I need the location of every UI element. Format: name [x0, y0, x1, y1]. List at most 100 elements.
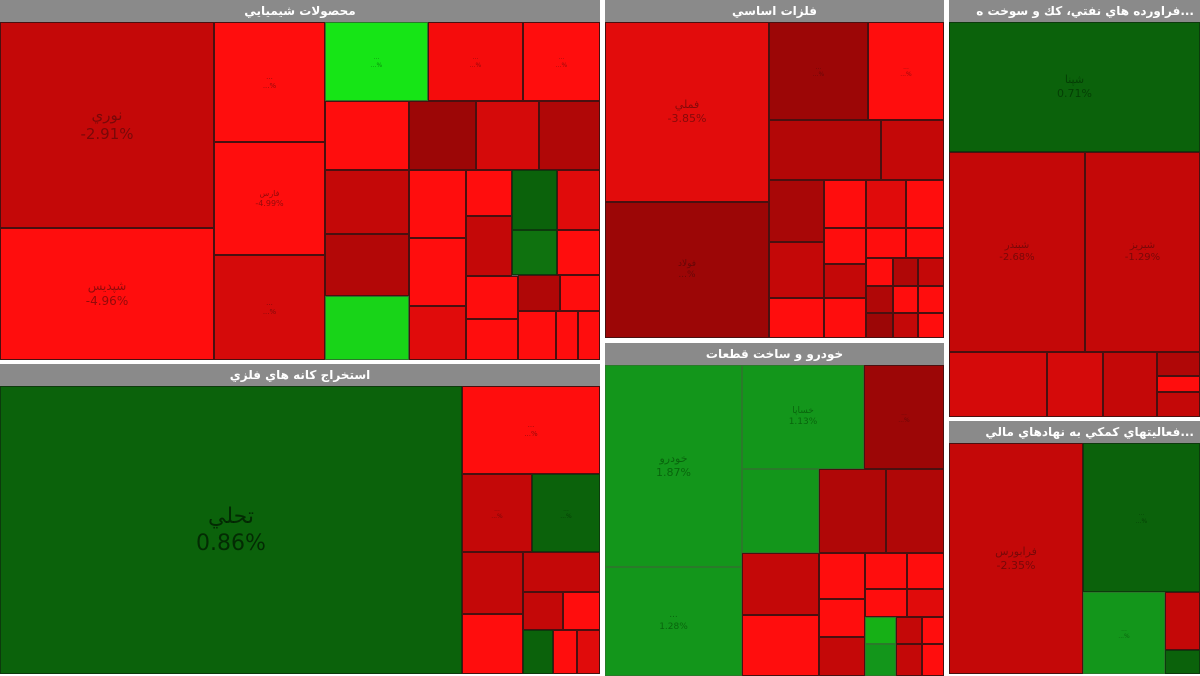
stock-tile[interactable] — [466, 276, 518, 319]
stock-tile[interactable] — [824, 228, 866, 264]
stock-tile[interactable] — [896, 617, 922, 644]
stock-tile[interactable] — [824, 298, 866, 338]
stock-tile[interactable] — [325, 234, 409, 296]
stock-tile[interactable] — [325, 101, 409, 170]
stock-tile[interactable] — [907, 553, 944, 589]
stock-tile[interactable] — [866, 258, 893, 286]
stock-tile[interactable] — [819, 553, 865, 599]
stock-tile[interactable] — [865, 617, 896, 644]
stock-tile[interactable] — [518, 275, 560, 311]
stock-tile[interactable] — [409, 101, 476, 170]
stock-tile[interactable] — [553, 630, 577, 674]
stock-tile-tahli[interactable]: تحلي 0.86% — [0, 386, 462, 674]
stock-tile[interactable] — [466, 216, 512, 276]
stock-tile[interactable] — [325, 296, 409, 360]
stock-tile[interactable] — [1047, 352, 1103, 417]
stock-tile[interactable] — [523, 552, 600, 592]
stock-tile[interactable] — [409, 306, 466, 360]
stock-tile[interactable] — [824, 180, 866, 228]
stock-tile[interactable] — [518, 311, 556, 360]
stock-tile[interactable] — [769, 298, 824, 338]
stock-tile-shepdis[interactable]: شپديس -4.96% — [0, 228, 214, 360]
stock-tile[interactable] — [563, 592, 600, 630]
stock-tile[interactable]: ... ...% — [462, 386, 600, 474]
stock-tile[interactable] — [866, 313, 893, 338]
stock-tile[interactable] — [325, 170, 409, 234]
stock-tile[interactable] — [866, 228, 906, 258]
stock-tile[interactable] — [769, 242, 824, 298]
stock-tile-fars[interactable]: فارس -4.99% — [214, 142, 325, 255]
stock-tile[interactable] — [523, 592, 563, 630]
stock-tile[interactable] — [922, 644, 944, 676]
stock-tile-khodro[interactable]: خودرو 1.87% — [605, 365, 742, 567]
stock-tile-shebriz[interactable]: شبريز -1.29% — [1085, 152, 1200, 352]
stock-tile[interactable]: ... ...% — [532, 474, 600, 552]
stock-tile[interactable]: ... ...% — [214, 255, 325, 360]
stock-tile[interactable] — [560, 275, 600, 311]
stock-tile[interactable] — [896, 644, 922, 676]
stock-tile[interactable] — [819, 469, 886, 553]
stock-tile[interactable] — [557, 170, 600, 230]
stock-tile[interactable] — [742, 553, 819, 615]
stock-tile[interactable] — [557, 230, 600, 275]
stock-tile[interactable]: ... ...% — [523, 22, 600, 101]
stock-tile[interactable] — [769, 120, 881, 180]
stock-tile[interactable] — [512, 170, 557, 230]
stock-tile[interactable] — [466, 319, 518, 360]
stock-tile-shepna[interactable]: شپنا 0.71% — [949, 22, 1200, 152]
stock-tile[interactable] — [556, 311, 578, 360]
stock-tile[interactable] — [865, 589, 907, 617]
stock-tile[interactable]: ... ...% — [1083, 592, 1165, 674]
stock-tile[interactable] — [907, 589, 944, 617]
stock-tile[interactable] — [866, 286, 893, 313]
stock-tile-nouri[interactable]: نوري -2.91% — [0, 22, 214, 228]
stock-tile[interactable] — [918, 286, 944, 313]
stock-tile[interactable] — [819, 637, 865, 676]
stock-tile[interactable] — [893, 286, 918, 313]
stock-tile[interactable] — [922, 617, 944, 644]
stock-tile[interactable]: ... ...% — [769, 22, 868, 120]
stock-tile[interactable]: ... 1.28% — [605, 567, 742, 676]
stock-tile[interactable]: ... ...% — [864, 365, 944, 469]
stock-tile[interactable]: ... ...% — [462, 474, 532, 552]
stock-tile-farabourse[interactable]: فرابورس -2.35% — [949, 443, 1083, 674]
stock-tile[interactable] — [906, 180, 944, 228]
stock-tile[interactable] — [742, 615, 819, 676]
stock-tile[interactable] — [1157, 392, 1200, 417]
stock-tile[interactable]: ... ...% — [428, 22, 523, 101]
stock-tile[interactable] — [918, 258, 944, 286]
stock-tile[interactable] — [1103, 352, 1157, 417]
stock-tile-shebandar[interactable]: شبندر -2.68% — [949, 152, 1085, 352]
stock-tile[interactable] — [578, 311, 600, 360]
stock-tile[interactable] — [949, 352, 1047, 417]
stock-tile[interactable] — [577, 630, 600, 674]
stock-tile[interactable] — [742, 469, 819, 553]
stock-tile-fameli[interactable]: فملي -3.85% — [605, 22, 769, 202]
stock-tile[interactable] — [409, 238, 466, 306]
stock-tile[interactable] — [893, 313, 918, 338]
stock-tile[interactable] — [866, 180, 906, 228]
stock-tile[interactable] — [523, 630, 553, 674]
stock-tile[interactable] — [865, 644, 896, 676]
stock-tile[interactable] — [769, 180, 824, 242]
stock-tile[interactable] — [539, 101, 600, 170]
stock-tile[interactable] — [466, 170, 512, 216]
stock-tile[interactable] — [906, 228, 944, 258]
stock-tile[interactable]: ... ...% — [214, 22, 325, 142]
stock-tile[interactable] — [819, 599, 865, 637]
stock-tile[interactable] — [409, 170, 466, 238]
stock-tile[interactable] — [824, 264, 866, 298]
stock-tile[interactable] — [462, 614, 523, 674]
stock-tile[interactable] — [1157, 352, 1200, 376]
stock-tile-foolad[interactable]: فولاد ...% — [605, 202, 769, 338]
stock-tile[interactable] — [1157, 376, 1200, 392]
stock-tile[interactable] — [865, 553, 907, 589]
stock-tile[interactable]: ... ...% — [1083, 443, 1200, 592]
stock-tile[interactable] — [462, 552, 523, 614]
stock-tile[interactable] — [893, 258, 918, 286]
stock-tile[interactable] — [512, 230, 557, 275]
stock-tile[interactable] — [881, 120, 944, 180]
stock-tile[interactable] — [918, 313, 944, 338]
stock-tile[interactable]: ... ...% — [325, 22, 428, 101]
stock-tile[interactable] — [476, 101, 539, 170]
